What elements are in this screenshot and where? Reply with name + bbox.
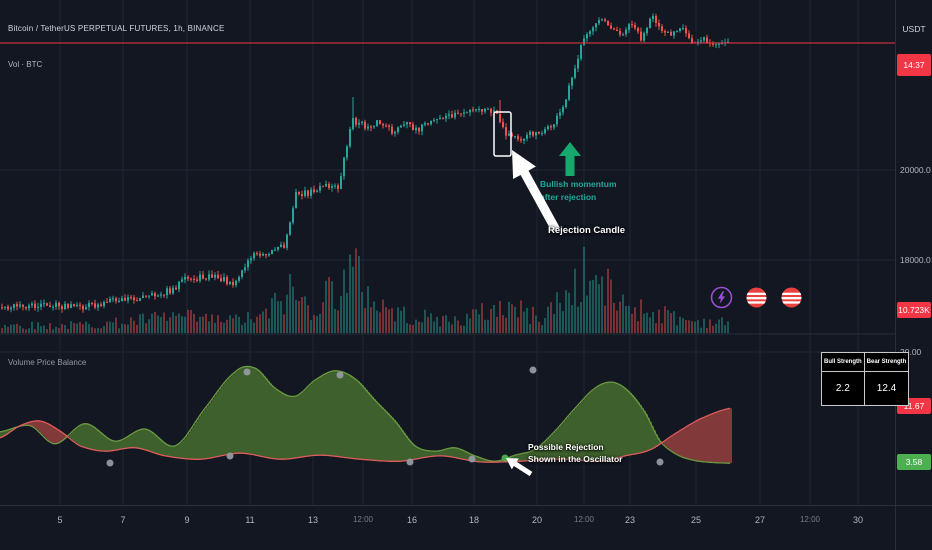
- annotation-possible-line2: Shown in the Oscillator: [528, 454, 623, 464]
- lightning-event-icon[interactable]: [710, 286, 733, 309]
- axis-price-label: 18000.0: [900, 255, 931, 265]
- annotation-bullish-line2: after rejection: [540, 192, 597, 202]
- annotation-possible-rejection: Possible Rejection Shown in the Oscillat…: [528, 441, 622, 465]
- time-axis-label: 12:00: [352, 515, 374, 524]
- time-axis-label: 7: [120, 515, 126, 525]
- time-axis-label: 16: [406, 515, 418, 525]
- time-axis-label: 30: [852, 515, 864, 525]
- axis-corner: [895, 505, 932, 550]
- annotation-bullish-momentum: Bullish momentum after rejection: [540, 178, 617, 204]
- table-value-bull-strength: 2.2: [821, 371, 865, 406]
- annotation-possible-line1: Possible Rejection: [528, 442, 604, 452]
- time-axis[interactable]: 5 7 9 11 13 12:00 16 18 20 12:00 23 25 27 12:00 30: [0, 505, 895, 550]
- chart-legend: Bitcoin / TetherUS PERPETUAL FUTURES, 1h…: [8, 24, 225, 69]
- countdown-badge: 14:37: [897, 54, 931, 76]
- time-axis-label: 27: [754, 515, 766, 525]
- time-axis-label: 5: [57, 515, 63, 525]
- annotation-rejection-candle: Rejection Candle: [548, 225, 626, 236]
- axis-price-label: 20000.0: [900, 165, 931, 175]
- volume-badge: 10.723K: [897, 302, 931, 318]
- symbol-title[interactable]: Bitcoin / TetherUS PERPETUAL FUTURES, 1h…: [8, 24, 225, 33]
- bull-strength-badge: 3.58: [897, 454, 931, 470]
- table-header-bear-strength: Bear Strength: [863, 352, 910, 372]
- time-axis-label: 25: [690, 515, 702, 525]
- strength-table: Bull Strength Bear Strength 2.2 12.4: [821, 352, 910, 406]
- axis-price-label: 20.00: [900, 347, 922, 357]
- time-axis-label: 11: [245, 515, 255, 525]
- flag-event-icon[interactable]: [745, 286, 768, 309]
- table-header-bull-strength: Bull Strength: [821, 352, 865, 372]
- axis-unit-label: USDT: [902, 24, 926, 34]
- price-axis[interactable]: USDT 14:37 20000.0 18000.0 20.00 10.723K 1…: [895, 0, 932, 505]
- time-axis-label: 23: [624, 515, 636, 525]
- oscillator-title[interactable]: Volume Price Balance: [8, 358, 87, 367]
- time-axis-label: 12:00: [799, 515, 821, 524]
- time-axis-label: 20: [531, 515, 543, 525]
- time-axis-label: 12:00: [573, 515, 595, 524]
- table-value-bear-strength: 12.4: [863, 371, 910, 406]
- legend-volume-indicator[interactable]: Vol · BTC: [8, 60, 43, 69]
- time-axis-label: 13: [307, 515, 319, 525]
- flag-event-icon[interactable]: [780, 286, 803, 309]
- event-icons-row: [710, 286, 803, 309]
- annotation-bullish-line1: Bullish momentum: [540, 179, 617, 189]
- time-axis-label: 18: [468, 515, 480, 525]
- time-axis-label: 9: [184, 515, 190, 525]
